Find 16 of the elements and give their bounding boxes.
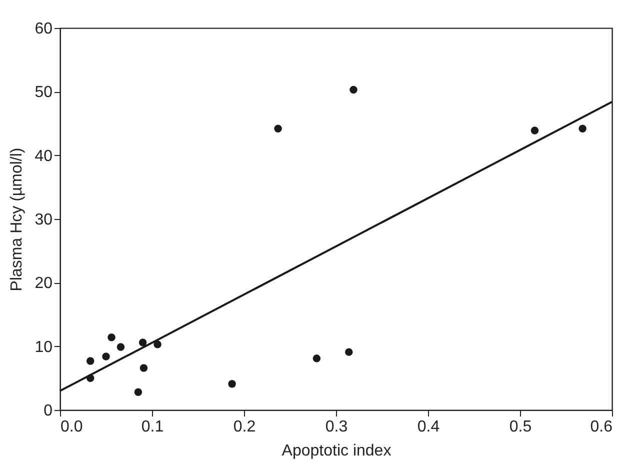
y-tick-label: 50 [34,84,53,102]
x-tick-label: 0.0 [60,418,83,436]
y-tick-label: 0 [44,402,53,420]
x-tick-label: 0.5 [509,418,532,436]
y-tick-label: 10 [34,338,53,356]
x-axis-title: Apoptotic index [282,442,392,460]
y-axis-title: Plasma Hcy (µmol/l) [8,148,26,292]
x-tick-label: 0.1 [141,418,164,436]
x-tick-label: 0.2 [233,418,256,436]
y-tick-label: 30 [34,212,53,228]
y-tick-label: 20 [34,275,53,292]
x-tick-label: 0.3 [325,418,348,436]
y-tick-label: 40 [34,148,53,165]
y-tick-label: 60 [34,20,53,38]
x-tick-label: 0.4 [417,418,440,436]
x-tick-label: 0.6 [590,418,613,436]
